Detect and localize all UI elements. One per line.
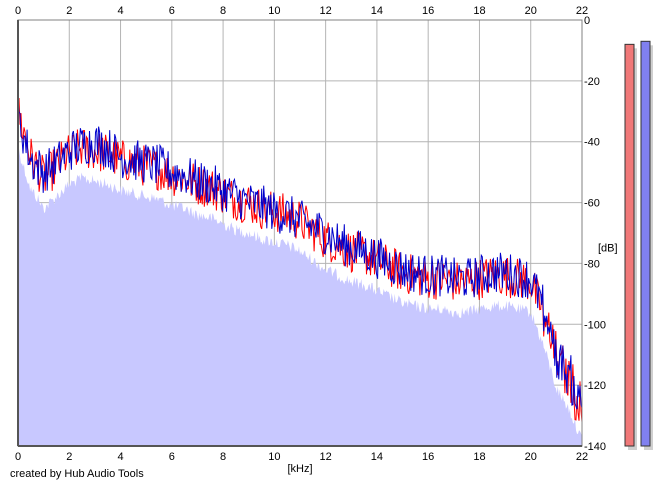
y-tick-label: -100 [584,319,606,331]
y-tick-label: -140 [584,441,606,453]
x-tick-label-bottom: 8 [220,451,226,463]
x-tick-label-bottom: 16 [422,451,434,463]
level-meters [624,40,653,451]
x-tick-label-top: 0 [15,5,21,17]
y-tick-label: 0 [584,15,590,27]
x-tick-label-top: 8 [220,5,226,17]
x-tick-label-top: 14 [371,5,383,17]
x-tick-label-top: 16 [422,5,434,17]
spectrum-plot [17,97,583,447]
plot-frame [17,19,583,447]
credit-text: created by Hub Audio Tools [10,468,144,480]
x-tick-label-bottom: 2 [66,451,72,463]
x-tick-label-top: 2 [66,5,72,17]
x-axis-label: [kHz] [287,463,312,475]
x-tick-label-top: 10 [268,5,280,17]
x-tick-label-bottom: 10 [268,451,280,463]
x-tick-label-bottom: 12 [320,451,332,463]
x-tick-label-bottom: 22 [576,451,588,463]
spectrum-line-right [17,98,583,410]
x-tick-label-bottom: 6 [169,451,175,463]
x-tick-label-top: 12 [320,5,332,17]
y-axis-label: [dB] [598,242,618,254]
y-tick-label: -40 [584,137,600,149]
y-tick-label: -60 [584,198,600,210]
x-tick-label-top: 4 [117,5,123,17]
x-tick-label-top: 20 [525,5,537,17]
x-tick-label-bottom: 20 [525,451,537,463]
left-level-meter [624,43,635,447]
x-tick-label-bottom: 0 [15,451,21,463]
x-tick-label-bottom: 14 [371,451,383,463]
x-tick-label-top: 6 [169,5,175,17]
x-tick-label-top: 18 [473,5,485,17]
y-tick-label: -20 [584,76,600,88]
y-axis-ticks: 0 -20 -40 -60 -80 -100 -120 -140 [584,15,606,453]
right-level-meter [640,40,651,447]
y-tick-label: -120 [584,380,606,392]
x-tick-label-top: 22 [576,5,588,17]
y-tick-label: -80 [584,258,600,270]
spectrum-fill [18,148,582,447]
x-tick-label-bottom: 18 [473,451,485,463]
x-tick-label-bottom: 4 [117,451,123,463]
